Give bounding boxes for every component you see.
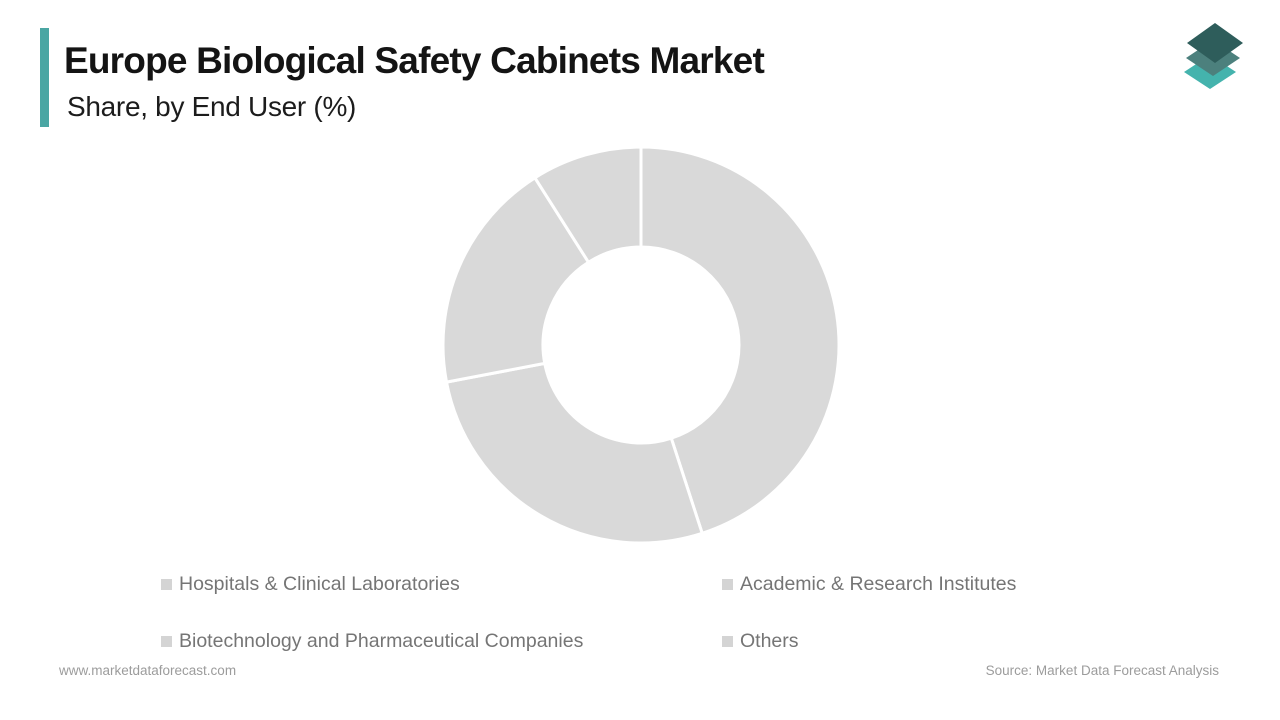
donut-segment-3 <box>533 145 643 264</box>
legend-label: Others <box>740 629 799 652</box>
legend-item-others: Others <box>722 630 799 652</box>
donut-segment-1 <box>445 361 704 545</box>
legend-label: Biotechnology and Pharmaceutical Compani… <box>179 629 584 652</box>
legend-item-academic: Academic & Research Institutes <box>722 573 1016 595</box>
title-accent-bar <box>40 28 49 127</box>
legend-label: Academic & Research Institutes <box>740 572 1017 595</box>
legend-marker-icon <box>722 578 733 590</box>
logo-layer-top <box>1187 23 1243 63</box>
page-subtitle: Share, by End User (%) <box>67 91 357 122</box>
legend-label: Hospitals & Clinical Laboratories <box>179 572 460 595</box>
legend-marker-icon <box>722 635 733 647</box>
donut-chart-container <box>431 135 851 555</box>
market-data-forecast-logo-icon <box>1184 23 1243 89</box>
page-title: Europe Biological Safety Cabinets Market <box>64 40 765 81</box>
legend-item-biotechnology: Biotechnology and Pharmaceutical Compani… <box>161 630 583 652</box>
legend-item-hospitals: Hospitals & Clinical Laboratories <box>161 573 460 595</box>
donut-segment-2 <box>441 176 590 384</box>
donut-segment-0 <box>639 145 841 535</box>
footer-website: www.marketdataforecast.com <box>59 663 237 678</box>
donut-chart <box>441 145 841 545</box>
footer-source: Source: Market Data Forecast Analysis <box>985 663 1219 678</box>
legend-marker-icon <box>161 578 172 590</box>
legend-marker-icon <box>161 635 172 647</box>
